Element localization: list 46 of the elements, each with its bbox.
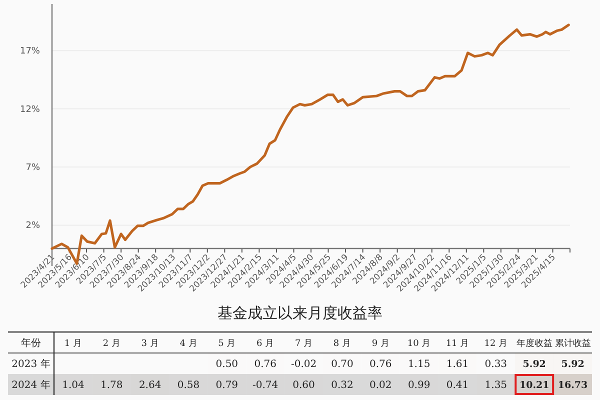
data-label: 0.58 xyxy=(177,380,200,391)
data-label: 5.92 xyxy=(561,359,584,370)
x-tick-label: 8 月 xyxy=(333,339,352,349)
y-tick-label: 17% xyxy=(20,46,40,57)
data-label: 0.76 xyxy=(370,359,392,370)
x-tick-label: 11 月 xyxy=(446,339,470,349)
x-tick-label: 累计收益 xyxy=(554,338,591,349)
x-tick-label: 12 月 xyxy=(484,339,508,349)
data-label: 0.79 xyxy=(216,380,238,391)
x-tick-label: 1 月 xyxy=(64,339,82,349)
y-axis-title: 年份 xyxy=(21,337,41,349)
x-tick-label: 3 月 xyxy=(141,339,159,349)
data-label: 0.50 xyxy=(216,359,238,370)
x-tick-label: 6 月 xyxy=(256,339,274,349)
data-label: 0.33 xyxy=(484,359,508,370)
data-label: 1.15 xyxy=(408,359,430,370)
chart-title: 基金成立以来月度收益率 xyxy=(218,304,382,322)
y-tick-label: 12% xyxy=(20,104,40,115)
data-label: 1.61 xyxy=(446,359,469,370)
data-label: 5.92 xyxy=(522,359,546,370)
y-tick-label: 7% xyxy=(26,163,40,174)
data-label: -0.74 xyxy=(252,380,278,391)
x-tick-label: 4 月 xyxy=(180,339,198,349)
data-label: 2.64 xyxy=(138,380,162,391)
x-tick-label: 10 月 xyxy=(407,339,431,349)
data-label: 0.99 xyxy=(408,380,430,391)
y-tick-label: 2024 年 xyxy=(12,379,50,391)
data-label: 1.78 xyxy=(100,380,123,391)
x-tick-label: 5 月 xyxy=(218,339,236,349)
x-tick-label: 2 月 xyxy=(102,339,120,349)
data-label: 16.73 xyxy=(558,380,588,391)
data-label: 0.02 xyxy=(370,380,392,391)
y-tick-label: 2023 年 xyxy=(12,358,50,370)
data-label: 0.41 xyxy=(446,380,469,391)
data-label: 0.70 xyxy=(331,359,354,370)
data-label: 0.32 xyxy=(331,380,354,391)
data-label: 0.76 xyxy=(254,359,276,370)
x-tick-label: 7 月 xyxy=(294,339,313,349)
data-label: 0.60 xyxy=(292,380,315,391)
y-tick-label: 2% xyxy=(26,221,40,232)
data-label: 1.04 xyxy=(62,380,84,391)
data-label: 10.21 xyxy=(519,380,550,391)
x-tick-label: 年度收益 xyxy=(516,338,552,349)
data-label: 1.35 xyxy=(484,380,508,391)
x-tick-label: 9 月 xyxy=(372,339,390,349)
data-label: -0.02 xyxy=(290,359,317,370)
